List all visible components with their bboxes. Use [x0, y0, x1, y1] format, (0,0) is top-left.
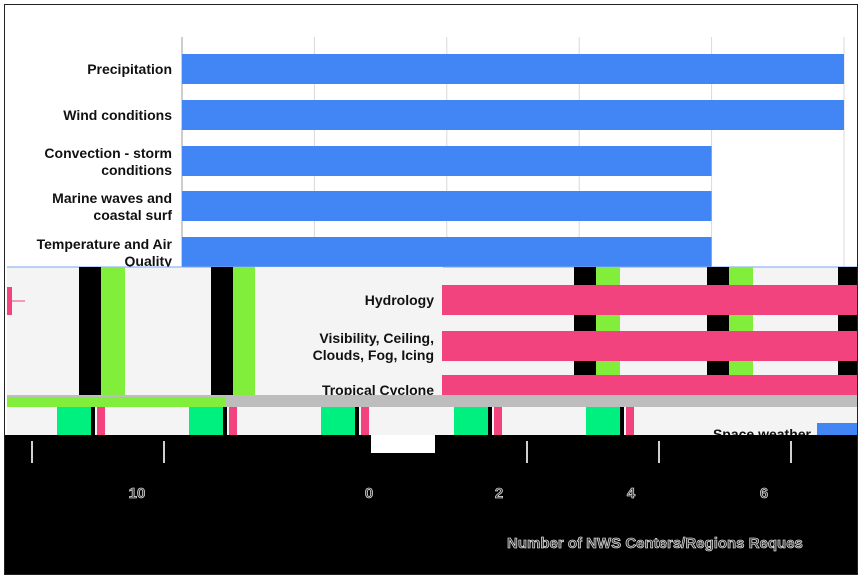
glitch-stripe-green — [233, 267, 257, 407]
x-tick-label: 4 — [627, 485, 636, 502]
glitch-bar-group — [442, 285, 857, 405]
bar — [182, 54, 844, 84]
x-tick-label: 0 — [365, 485, 373, 502]
category-label: Convection - storm conditions — [44, 145, 172, 178]
category-label: Visibility, Ceiling, Clouds, Fog, Icing — [313, 330, 434, 363]
glitch-tile-pink — [229, 407, 237, 435]
glitch-category-labels: Hydrology Visibility, Ceiling, Clouds, Fog… — [313, 292, 435, 398]
category-label: Wind conditions — [63, 107, 172, 123]
x-tick-label: 2 — [495, 485, 503, 502]
glitch-tile-mint — [454, 407, 488, 435]
category-label: Marine waves and coastal surf — [52, 190, 172, 223]
glitch-tile-mint — [57, 407, 91, 435]
category-label: Temperature and Air Quality — [37, 236, 173, 269]
x-tick-label: 10 — [129, 485, 146, 502]
glitch-tile-mint — [189, 407, 223, 435]
glitch-white-block — [371, 435, 435, 453]
glitch-tile-mint — [321, 407, 355, 435]
glitch-strip-base — [7, 407, 857, 435]
glitch-tile-black — [488, 407, 492, 435]
bar-chart: Precipitation Wind conditions Convection -… — [5, 37, 857, 574]
bar — [182, 100, 844, 130]
glitch-stripe-black — [79, 267, 101, 407]
glitch-tile-pink — [97, 407, 105, 435]
glitch-blue-fragment — [817, 423, 857, 435]
glitch-label-panel — [255, 267, 443, 407]
glitch-tile-black — [620, 407, 624, 435]
glitch-tile-black — [91, 407, 95, 435]
chart-frame: Precipitation Wind conditions Convection -… — [4, 4, 858, 575]
glitch-tile-green — [191, 397, 225, 407]
glitch-tile-pink — [361, 407, 369, 435]
glitch-stripe-black — [211, 267, 233, 407]
bar — [442, 331, 857, 361]
glitch-tile-pink — [494, 407, 502, 435]
glitch-tile-black — [355, 407, 359, 435]
bar — [182, 191, 712, 221]
bar — [442, 285, 857, 315]
glitch-axis-ticks: 10 0 2 4 6 — [31, 441, 792, 502]
x-tick-label: 6 — [760, 485, 768, 502]
glitch-tile-mint — [586, 407, 620, 435]
glitch-tile-pink — [626, 407, 634, 435]
category-label: Hydrology — [365, 292, 434, 308]
bar — [182, 237, 712, 267]
glitch-stripe-green — [101, 267, 125, 407]
bar-group — [182, 54, 844, 267]
category-labels: Precipitation Wind conditions Convection -… — [37, 61, 173, 269]
glitch-tile-green — [7, 397, 191, 407]
x-axis-title: Number of NWS Centers/Regions Reques — [507, 535, 803, 552]
render-glitch-region: Hydrology Visibility, Ceiling, Clouds, Fog… — [5, 266, 857, 574]
category-label: Precipitation — [87, 61, 172, 77]
bar — [182, 146, 712, 176]
glitch-tile-black — [223, 407, 227, 435]
glitch-black-band — [5, 435, 857, 574]
category-label: Tropical Cyclone — [322, 382, 434, 398]
